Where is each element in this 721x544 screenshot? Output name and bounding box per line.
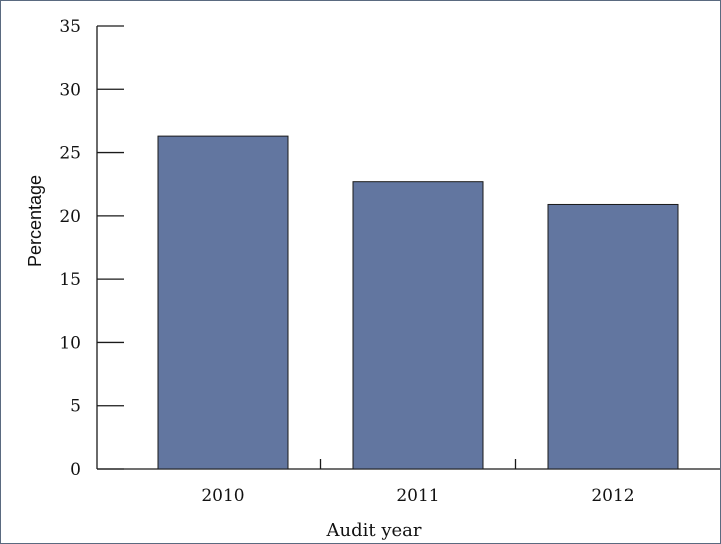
bar-2012 [547, 203, 679, 470]
y-tick-label: 15 [59, 270, 81, 290]
bar-2010 [157, 135, 289, 470]
x-axis-title: Audit year [326, 520, 422, 541]
y-tick-label: 35 [59, 17, 81, 37]
y-tick-label: 30 [59, 80, 81, 100]
y-tick-label: 0 [70, 460, 81, 480]
y-tick-label: 20 [59, 207, 81, 227]
bars [157, 135, 679, 470]
y-axis-title: Percentage [25, 175, 45, 267]
x-tick-label: 2010 [201, 486, 244, 506]
x-tick-label: 2011 [396, 486, 439, 506]
x-tick-label: 2012 [591, 486, 634, 506]
bar-2011 [352, 181, 484, 470]
y-tick-label: 25 [59, 144, 81, 164]
y-axis: 0 5 10 15 20 25 30 35 [59, 17, 124, 480]
y-tick-label: 10 [59, 333, 81, 353]
y-tick-label: 5 [70, 397, 81, 417]
